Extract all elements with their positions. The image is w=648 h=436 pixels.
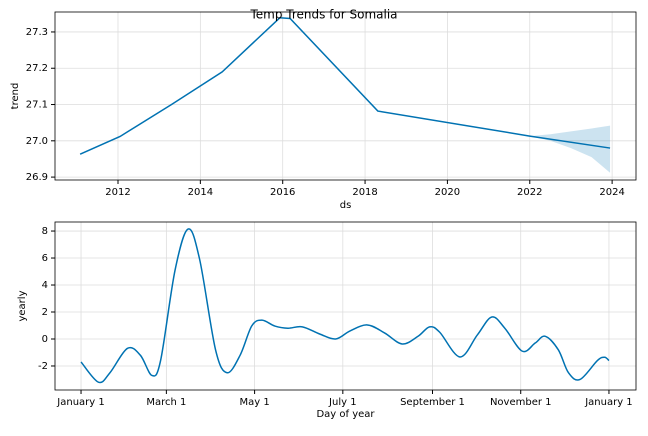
x-tick-label: 2024 xyxy=(599,187,624,198)
uncertainty-band xyxy=(529,125,611,173)
chart-title: Temp Trends for Somalia xyxy=(249,8,397,22)
x-axis-label: ds xyxy=(340,200,352,211)
data-line xyxy=(79,17,611,155)
x-tick-label: January 1 xyxy=(584,397,632,408)
x-tick-label: September 1 xyxy=(400,397,465,408)
plot-frame xyxy=(54,11,637,181)
y-tick-label: 6 xyxy=(42,253,48,264)
y-axis-label: yearly xyxy=(17,290,28,321)
y-tick-label: 8 xyxy=(42,226,48,237)
y-tick-label: 27.3 xyxy=(26,27,48,38)
y-tick-label: 0 xyxy=(42,334,48,345)
y-tick-label: 26.9 xyxy=(26,172,48,183)
y-tick-label: -2 xyxy=(38,361,48,372)
y-tick-label: 27.0 xyxy=(26,136,48,147)
y-tick-label: 4 xyxy=(42,280,48,291)
x-tick-label: March 1 xyxy=(146,397,186,408)
x-tick-label: 2022 xyxy=(517,187,542,198)
x-tick-label: 2016 xyxy=(270,187,295,198)
y-axis-label: trend xyxy=(10,83,21,110)
x-tick-label: November 1 xyxy=(490,397,552,408)
y-tick-label: 2 xyxy=(42,307,48,318)
x-tick-label: January 1 xyxy=(56,397,104,408)
x-tick-label: 2014 xyxy=(188,187,213,198)
y-tick-label: 27.2 xyxy=(26,63,48,74)
x-tick-label: 2012 xyxy=(105,187,130,198)
x-tick-label: May 1 xyxy=(239,397,269,408)
x-axis-label: Day of year xyxy=(316,409,375,420)
x-tick-label: July 1 xyxy=(328,397,357,408)
y-tick-label: 27.1 xyxy=(26,100,48,111)
plot-frame xyxy=(54,221,637,391)
x-tick-label: 2018 xyxy=(352,187,377,198)
x-tick-label: 2020 xyxy=(435,187,460,198)
data-line xyxy=(80,228,610,384)
